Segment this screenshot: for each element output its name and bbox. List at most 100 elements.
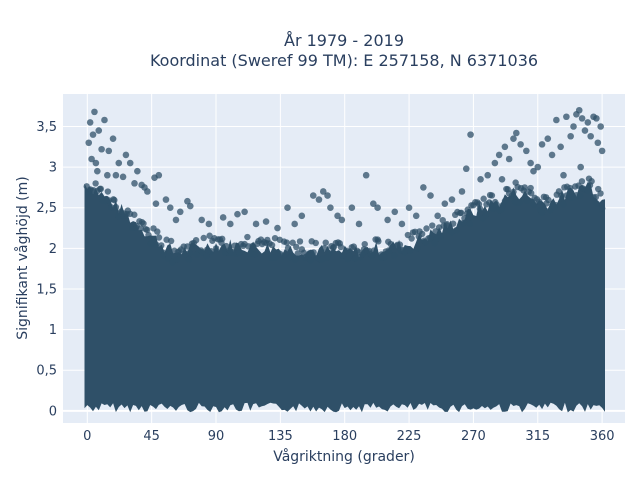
data-point [140,220,147,227]
data-point [108,204,115,211]
data-point [200,234,207,242]
data-point [486,199,493,206]
data-point [143,226,151,234]
data-point [390,252,398,259]
data-point [418,230,426,238]
data-point [298,212,306,220]
data-point [587,132,594,140]
data-point [412,212,420,220]
data-point [144,188,151,195]
data-point [563,113,570,121]
data-point [343,247,351,254]
data-point [280,252,287,260]
data-point [131,211,138,218]
data-point [513,129,520,137]
data-point [552,201,559,209]
data-point [184,197,191,205]
data-point [391,208,399,216]
data-point [458,188,466,195]
x-tick-label: 315 [525,429,550,444]
data-point [557,143,564,151]
data-point [517,141,524,148]
data-point [523,197,531,204]
data-point [283,239,291,246]
data-point [592,193,600,201]
data-point [186,249,193,256]
data-point [597,123,604,130]
data-point [321,245,328,252]
data-point [185,256,193,263]
data-point [458,209,465,216]
data-point [368,252,376,259]
data-point [448,196,456,203]
data-point [530,167,537,175]
data-point [112,203,120,211]
data-point [162,196,170,203]
data-point [576,192,584,200]
data-point [461,214,468,222]
data-point [97,185,105,193]
data-point [488,192,496,199]
data-point [370,200,377,207]
x-tick-label: 0 [83,429,91,444]
data-point [101,116,108,124]
data-point [515,199,523,206]
data-point [241,208,248,216]
tick-labels: 0 45 90 135 180 225 270 315 360 0 0,5 1 1,5 2 2,5 3 3,5 [36,120,614,444]
data-point [466,220,473,227]
data-point [137,225,145,232]
data-point [476,205,484,212]
data-point [396,241,404,248]
data-point [284,204,291,212]
data-point [296,238,304,245]
data-point [154,228,161,235]
data-point [126,159,134,167]
data-point [337,243,345,251]
data-point [305,251,312,258]
x-tick-label: 45 [143,429,160,444]
data-point [294,250,302,257]
data-point [491,159,499,167]
data-point [439,216,446,224]
data-point [427,192,434,199]
data-point [370,247,378,254]
data-point [176,208,184,216]
data-point [155,171,163,179]
data-point [423,225,430,232]
data-point [567,132,574,140]
data-point [530,201,538,208]
data-point [598,147,606,155]
data-point [510,135,517,142]
data-point [310,249,317,256]
data-point [89,131,97,138]
data-point [274,224,281,232]
data-point [104,188,112,195]
data-point [198,216,206,224]
data-point [593,115,600,122]
data-point [434,212,441,220]
data-point [327,204,334,212]
data-point [109,135,117,142]
chart-title-line-2: Koordinat (Sweref 99 TM): E 257158, N 63… [150,51,538,70]
x-tick-label: 135 [268,429,293,444]
data-point [219,235,226,243]
data-point [88,155,95,163]
x-tick-label: 180 [332,429,357,444]
data-point [86,119,94,126]
data-point [205,220,213,228]
data-point [219,214,227,221]
data-point [441,200,449,207]
y-tick-label: 0,5 [36,364,57,379]
data-point [346,252,353,260]
data-point [495,151,503,159]
data-point [212,245,220,252]
data-point [319,255,326,263]
data-point [105,147,113,155]
data-point [326,249,333,257]
data-point [338,216,346,224]
data-point [477,175,484,183]
data-point [227,220,234,228]
data-point [452,227,460,234]
data-point [334,212,341,220]
